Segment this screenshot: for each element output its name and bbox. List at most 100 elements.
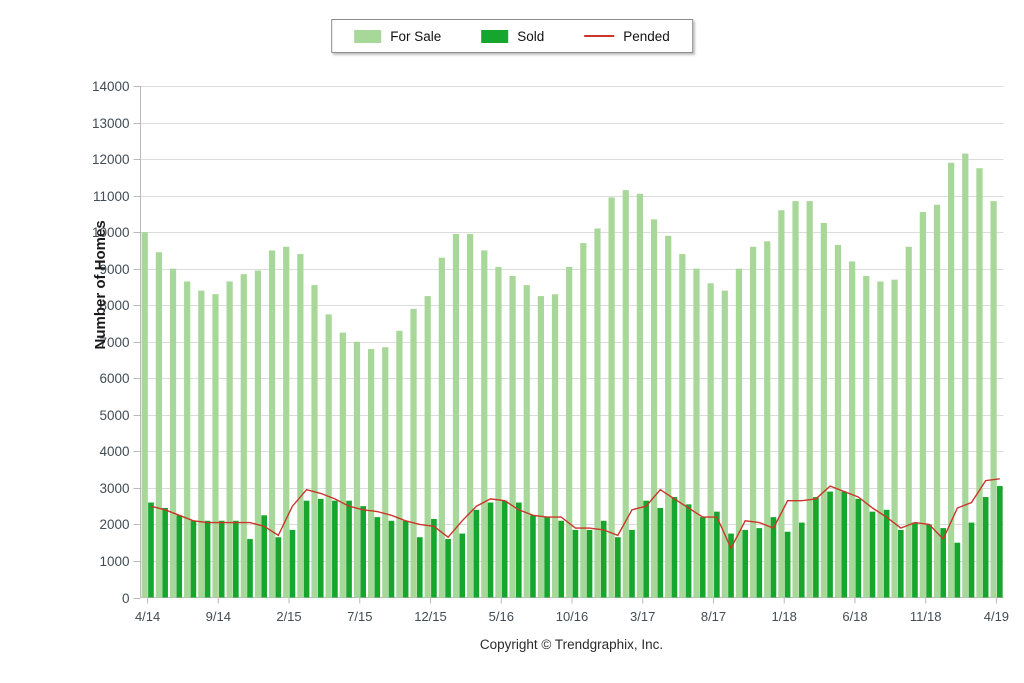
sold-bar: [176, 515, 183, 598]
sold-bar: [770, 517, 777, 598]
for-sale-bar: [735, 268, 743, 598]
for-sale-bar: [283, 246, 290, 598]
for-sale-bar: [523, 285, 530, 598]
for-sale-bar: [551, 294, 559, 598]
sold-bar: [374, 517, 381, 598]
x-tick-label: 2/15: [276, 609, 301, 624]
sold-bar: [671, 497, 678, 598]
for-sale-bar: [764, 241, 771, 598]
sold-bar: [317, 498, 324, 598]
for-sale-bar: [184, 281, 191, 598]
sold-bar: [445, 539, 451, 598]
sold-bar: [416, 537, 423, 598]
sold-bar: [982, 497, 989, 598]
for-sale-bar: [566, 266, 573, 598]
for-sale-bar: [962, 153, 969, 598]
y-tick-label: 4000: [99, 444, 129, 459]
for-sale-bar: [905, 246, 912, 598]
sold-bar: [204, 520, 211, 598]
for-sale-bar: [976, 168, 983, 598]
for-sale-bar: [198, 290, 205, 598]
sold-bar: [657, 507, 664, 598]
sold-bar: [289, 529, 296, 598]
y-tick-label: 10000: [92, 225, 130, 240]
sold-bar: [600, 520, 607, 598]
y-axis-labels: 0 1000 2000 3000 4000 5000 6000 7000 8000 9000 100…: [92, 79, 141, 606]
sold-bar: [233, 520, 239, 598]
y-tick-label: 3000: [99, 481, 129, 496]
sold-bar: [756, 528, 763, 598]
for-sale-bar: [749, 246, 757, 598]
for-sale-bar: [594, 228, 601, 598]
for-sale-bar: [353, 341, 361, 598]
x-tick-label: 3/17: [630, 609, 655, 624]
for-sale-bar: [622, 190, 629, 598]
sold-bar: [501, 500, 508, 598]
for-sale-bar: [467, 233, 474, 598]
sold-bar: [275, 537, 282, 598]
for-sale-bar: [948, 162, 955, 598]
for-sale-bar: [721, 290, 728, 598]
for-sale-bar: [849, 261, 856, 598]
for-sale-bar: [636, 193, 644, 598]
for-sale-bar: [226, 281, 233, 598]
chart-canvas: 0 1000 2000 3000 4000 5000 6000 7000 8000 9000 100…: [92, 79, 1009, 624]
x-tick-label: 11/18: [910, 609, 942, 624]
for-sale-bar: [580, 243, 587, 598]
sold-bar: [968, 522, 975, 598]
sold-bars: [148, 486, 1003, 598]
sold-bar: [360, 506, 367, 598]
sold-bar: [912, 522, 918, 598]
sold-bar: [515, 502, 522, 598]
y-tick-label: 9000: [99, 262, 129, 277]
y-axis-title: Number of Homes: [92, 220, 110, 350]
for-sale-bar: [863, 275, 870, 598]
for-sale-swatch-icon: [354, 29, 382, 43]
sold-bar: [926, 524, 932, 598]
sold-bar: [487, 502, 494, 598]
sold-bar: [996, 486, 1003, 598]
sold-bar: [643, 500, 649, 598]
for-sale-bar: [608, 197, 615, 598]
y-tick-label: 11000: [93, 189, 130, 204]
for-sale-bar: [891, 279, 898, 598]
for-sale-bar: [382, 347, 389, 598]
y-tick-label: 12000: [92, 152, 130, 167]
for-sale-bar: [679, 254, 686, 598]
sold-bar: [742, 529, 748, 598]
sold-bar: [798, 522, 805, 598]
y-tick-label: 6000: [99, 371, 129, 386]
x-tick-label: 1/18: [772, 609, 797, 624]
sold-bar: [897, 529, 904, 598]
for-sale-bar: [990, 201, 997, 598]
for-sale-bar: [481, 250, 488, 598]
for-sale-bar: [707, 283, 714, 598]
x-tick-label: 7/15: [347, 609, 372, 624]
legend: For Sale Sold Pended: [331, 19, 693, 53]
for-sale-bar: [410, 308, 417, 598]
for-sale-bars: [141, 153, 997, 598]
for-sale-bar: [254, 270, 262, 598]
pended-line-swatch-icon: [584, 35, 615, 37]
sold-bar: [247, 539, 253, 598]
sold-bar: [148, 502, 154, 598]
legend-item-for-sale: For Sale: [354, 29, 441, 44]
legend-item-sold: Sold: [481, 29, 544, 44]
for-sale-bar: [367, 349, 375, 598]
for-sale-bar: [495, 266, 502, 598]
legend-label-pended: Pended: [623, 28, 670, 44]
sold-bar: [883, 509, 890, 598]
legend-label-for-sale: For Sale: [390, 28, 442, 44]
y-tick-label: 2000: [99, 517, 129, 532]
sold-bar: [332, 500, 338, 598]
sold-bar: [954, 542, 961, 598]
for-sale-bar: [339, 332, 346, 598]
for-sale-bar: [834, 244, 842, 598]
sold-bar: [402, 520, 409, 598]
for-sale-bar: [537, 296, 544, 598]
y-tick-label: 1000: [99, 554, 129, 569]
for-sale-bar: [778, 210, 785, 598]
sold-bar: [869, 511, 876, 598]
y-tick-label: 5000: [99, 408, 129, 423]
sold-bar: [940, 528, 947, 598]
